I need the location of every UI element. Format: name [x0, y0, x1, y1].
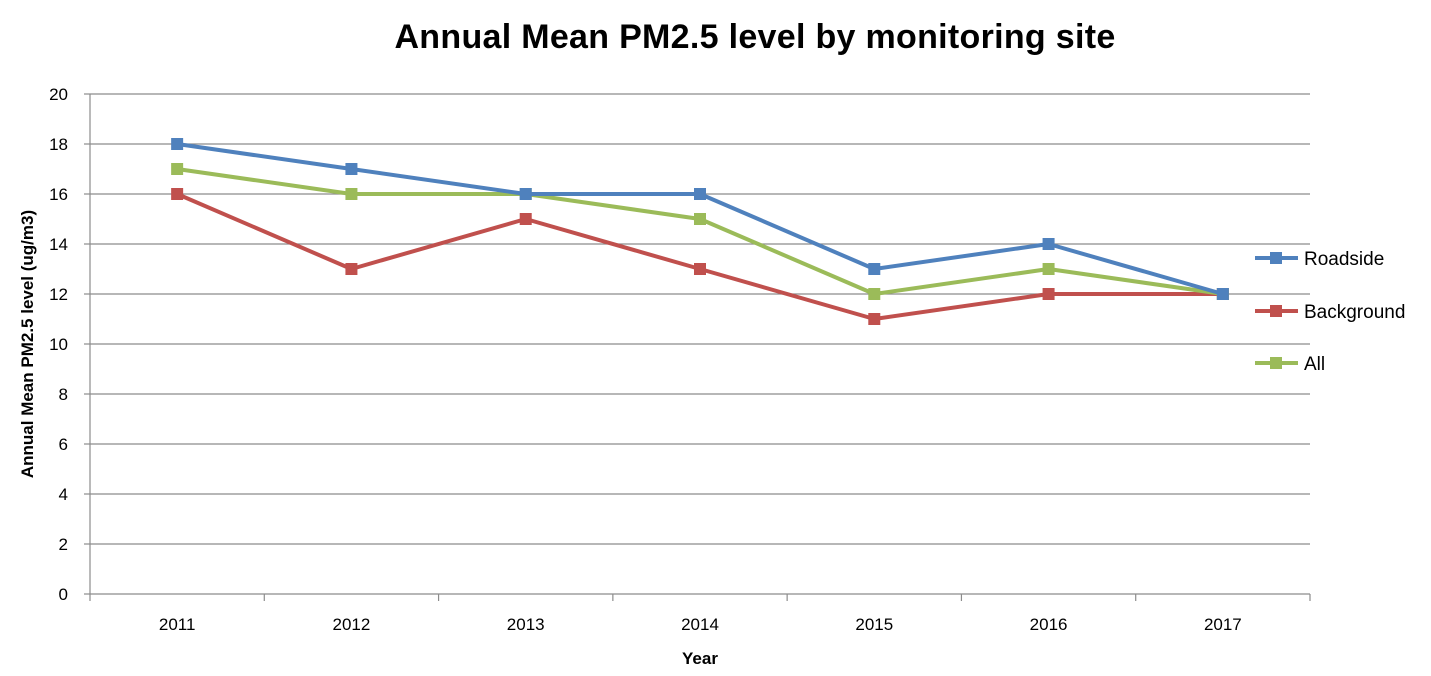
data-point-roadside [694, 188, 706, 200]
x-tick-label: 2013 [507, 615, 545, 634]
axes [84, 93, 1311, 601]
data-point-all [345, 188, 358, 200]
legend: Roadside Background All [1255, 249, 1405, 375]
legend-label-roadside: Roadside [1304, 249, 1384, 270]
legend-label-all: All [1304, 354, 1325, 375]
data-point-all [171, 163, 184, 175]
legend-marker-roadside [1270, 252, 1282, 264]
y-tick-label: 6 [59, 435, 68, 454]
data-point-background [171, 188, 184, 200]
data-point-all [694, 213, 706, 225]
y-tick-label: 0 [59, 585, 68, 604]
x-tick-label: 2014 [681, 615, 719, 634]
x-tick-labels: 2011 2012 2013 2014 2015 2016 2017 [159, 615, 1242, 634]
x-tick-label: 2011 [159, 615, 196, 634]
gridlines [90, 93, 1310, 545]
data-point-roadside [345, 163, 358, 175]
x-tick-label: 2015 [855, 615, 893, 634]
data-point-background [694, 263, 706, 275]
data-point-roadside [1216, 288, 1229, 300]
y-tick-label: 14 [49, 235, 68, 254]
data-point-roadside [519, 188, 532, 200]
y-axis-title: Annual Mean PM2.5 level (ug/m3) [18, 210, 37, 478]
y-tick-label: 16 [49, 185, 68, 204]
x-tick-label: 2012 [333, 615, 371, 634]
data-point-roadside [1042, 238, 1055, 250]
data-point-all [868, 288, 881, 300]
x-tick-label: 2016 [1030, 615, 1068, 634]
data-point-background [868, 313, 881, 325]
data-point-background [519, 213, 532, 225]
legend-marker-all [1270, 357, 1282, 369]
series-line-background [176, 192, 1223, 321]
x-tick-label: 2017 [1204, 615, 1242, 634]
y-tick-labels: 0 2 4 6 8 10 12 14 16 18 20 [49, 85, 68, 604]
data-point-all [1042, 263, 1055, 275]
series-line-all [176, 167, 1224, 296]
data-point-background [1042, 288, 1055, 300]
y-tick-label: 4 [59, 485, 68, 504]
legend-label-background: Background [1304, 302, 1405, 323]
data-point-roadside [868, 263, 881, 275]
data-point-roadside [171, 138, 184, 150]
legend-marker-background [1270, 305, 1282, 317]
y-tick-label: 2 [59, 535, 68, 554]
y-tick-label: 12 [49, 285, 68, 304]
x-axis-title: Year [682, 649, 718, 668]
y-tick-label: 8 [59, 385, 68, 404]
y-tick-label: 10 [49, 335, 68, 354]
data-point-background [345, 263, 358, 275]
series-lines [171, 138, 1229, 325]
chart-title: Annual Mean PM2.5 level by monitoring si… [394, 18, 1116, 56]
y-tick-label: 20 [49, 85, 68, 104]
y-tick-label: 18 [49, 135, 68, 154]
